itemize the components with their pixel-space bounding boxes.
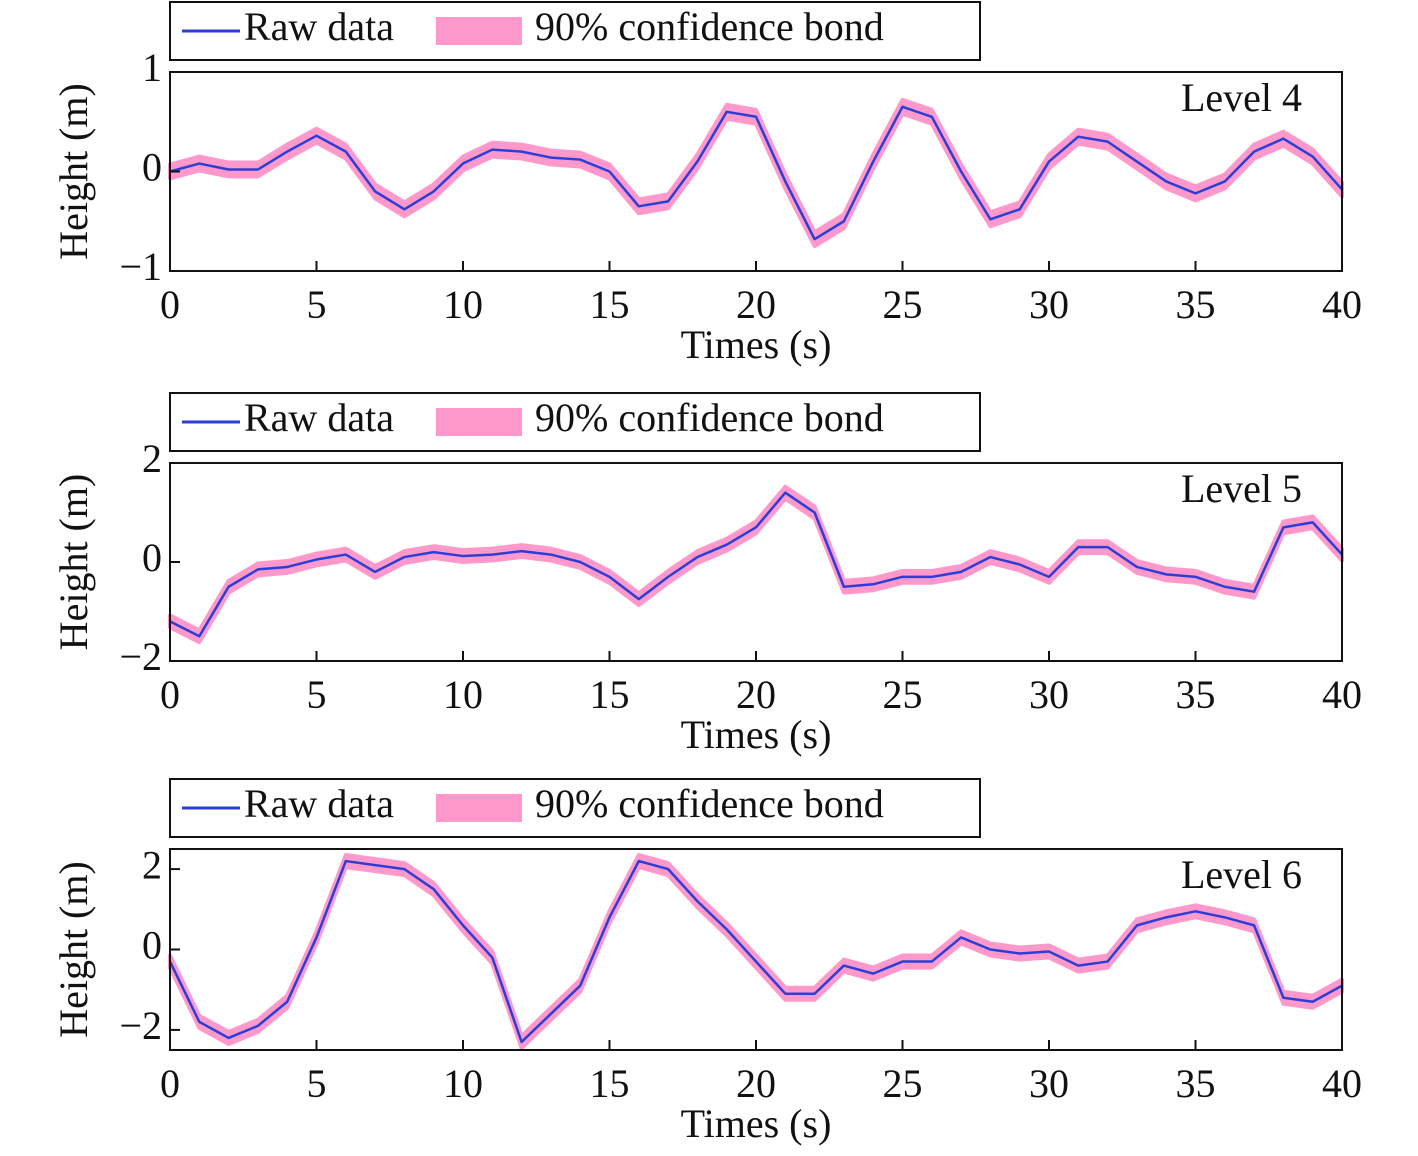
y-tick-label: 2 [142,436,162,481]
legend-swatch [436,794,522,822]
x-axis-label: Times (s) [681,322,832,367]
confidence-band [168,484,1344,645]
y-tick-label: 0 [142,535,162,580]
x-tick-label: 10 [443,1061,483,1106]
x-tick-label: 15 [590,1061,630,1106]
legend-swatch [436,408,522,436]
x-tick-label: 5 [307,282,327,327]
x-tick-label: 5 [307,672,327,717]
legend-label: 90% confidence bond [535,781,884,826]
data-line [168,859,1343,1044]
legend-label: Raw data [244,395,394,440]
confidence-band [168,97,1344,249]
y-axis-label: Height (m) [51,83,96,260]
y-tick-label: −1 [119,244,162,289]
x-tick-label: 0 [160,282,180,327]
x-tick-label: 20 [736,282,776,327]
data-line [169,105,1343,241]
panel-annotation: Level 6 [1181,852,1302,897]
y-tick-label: 1 [142,45,162,90]
panel-annotation: Level 4 [1181,75,1302,120]
y-tick-label: −2 [119,634,162,679]
x-tick-label: 25 [883,1061,923,1106]
x-tick-label: 0 [160,1061,180,1106]
x-tick-label: 5 [307,1061,327,1106]
y-tick-label: 0 [142,923,162,968]
x-tick-label: 25 [883,282,923,327]
y-axis-label: Height (m) [51,861,96,1038]
data-line [169,491,1343,638]
x-tick-label: 20 [736,672,776,717]
x-tick-label: 15 [590,672,630,717]
axes-frame [169,71,1343,272]
legend-label: Raw data [244,781,394,826]
x-tick-label: 30 [1029,1061,1069,1106]
legend-label: 90% confidence bond [535,4,884,49]
y-axis-label: Height (m) [51,474,96,651]
legend-label: Raw data [244,4,394,49]
x-tick-label: 40 [1322,672,1362,717]
x-tick-label: 35 [1176,282,1216,327]
x-tick-label: 30 [1029,672,1069,717]
x-tick-label: 25 [883,672,923,717]
x-axis-label: Times (s) [681,712,832,757]
y-tick-label: −2 [119,1003,162,1048]
legend-label: 90% confidence bond [535,395,884,440]
legend-box [169,1,981,61]
x-tick-label: 10 [443,282,483,327]
legend-box [169,392,981,452]
x-tick-label: 15 [590,282,630,327]
x-tick-label: 35 [1176,1061,1216,1106]
x-tick-label: 40 [1322,1061,1362,1106]
y-tick-label: 0 [142,145,162,190]
x-tick-label: 10 [443,672,483,717]
x-tick-label: 20 [736,1061,776,1106]
legend-swatch [436,17,522,45]
legend-box [169,778,981,838]
x-tick-label: 40 [1322,282,1362,327]
confidence-band [168,853,1344,1050]
x-tick-label: 30 [1029,282,1069,327]
x-axis-label: Times (s) [681,1101,832,1146]
x-tick-label: 35 [1176,672,1216,717]
panel-annotation: Level 5 [1181,466,1302,511]
y-tick-label: 2 [142,842,162,887]
axes-frame [169,848,1343,1051]
x-tick-label: 0 [160,672,180,717]
